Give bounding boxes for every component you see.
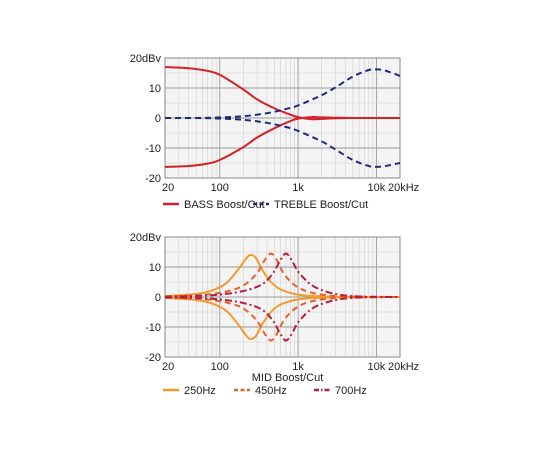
x-tick-label: 20kHz xyxy=(388,182,419,194)
legend-label: 250Hz xyxy=(184,385,216,397)
y-tick-label: 0 xyxy=(155,113,161,125)
x-tick-label: 100 xyxy=(211,361,229,373)
series-line-treble-boost-cut xyxy=(165,116,400,168)
series-line-treble-boost-cut xyxy=(165,68,400,120)
series-line-250hz xyxy=(165,295,400,340)
series-line-700hz xyxy=(165,252,400,298)
series-line-bass-boost-cut xyxy=(165,116,400,168)
legend-label: TREBLE Boost/Cut xyxy=(274,199,368,211)
y-tick-label: -10 xyxy=(145,143,161,155)
x-tick-label: 10k xyxy=(368,361,386,373)
series-line-700hz xyxy=(165,296,400,342)
legend-label: 700Hz xyxy=(335,385,367,397)
x-tick-label: 1k xyxy=(292,361,304,373)
legend-label: 450Hz xyxy=(255,385,287,397)
x-tick-label: 20kHz xyxy=(388,361,419,373)
y-tick-label: -10 xyxy=(145,322,161,334)
x-tick-label: 20 xyxy=(162,361,174,373)
y-tick-label: -20 xyxy=(145,352,161,364)
x-tick-label: 10k xyxy=(368,182,386,194)
x-axis-label: MID Boost/Cut xyxy=(252,372,324,384)
series-line-250hz xyxy=(165,254,400,299)
x-tick-label: 100 xyxy=(211,182,229,194)
y-tick-label: 10 xyxy=(149,83,161,95)
y-tick-label: 20dBv xyxy=(130,53,162,65)
series-line-450hz xyxy=(165,252,400,298)
y-tick-label: -20 xyxy=(145,173,161,185)
x-tick-label: 20 xyxy=(162,182,174,194)
y-tick-label: 20dBv xyxy=(130,232,162,244)
series-line-450hz xyxy=(165,296,400,342)
legend-label: BASS Boost/Cut xyxy=(184,199,265,211)
x-tick-label: 1k xyxy=(292,182,304,194)
y-tick-label: 0 xyxy=(155,292,161,304)
y-tick-label: 10 xyxy=(149,262,161,274)
